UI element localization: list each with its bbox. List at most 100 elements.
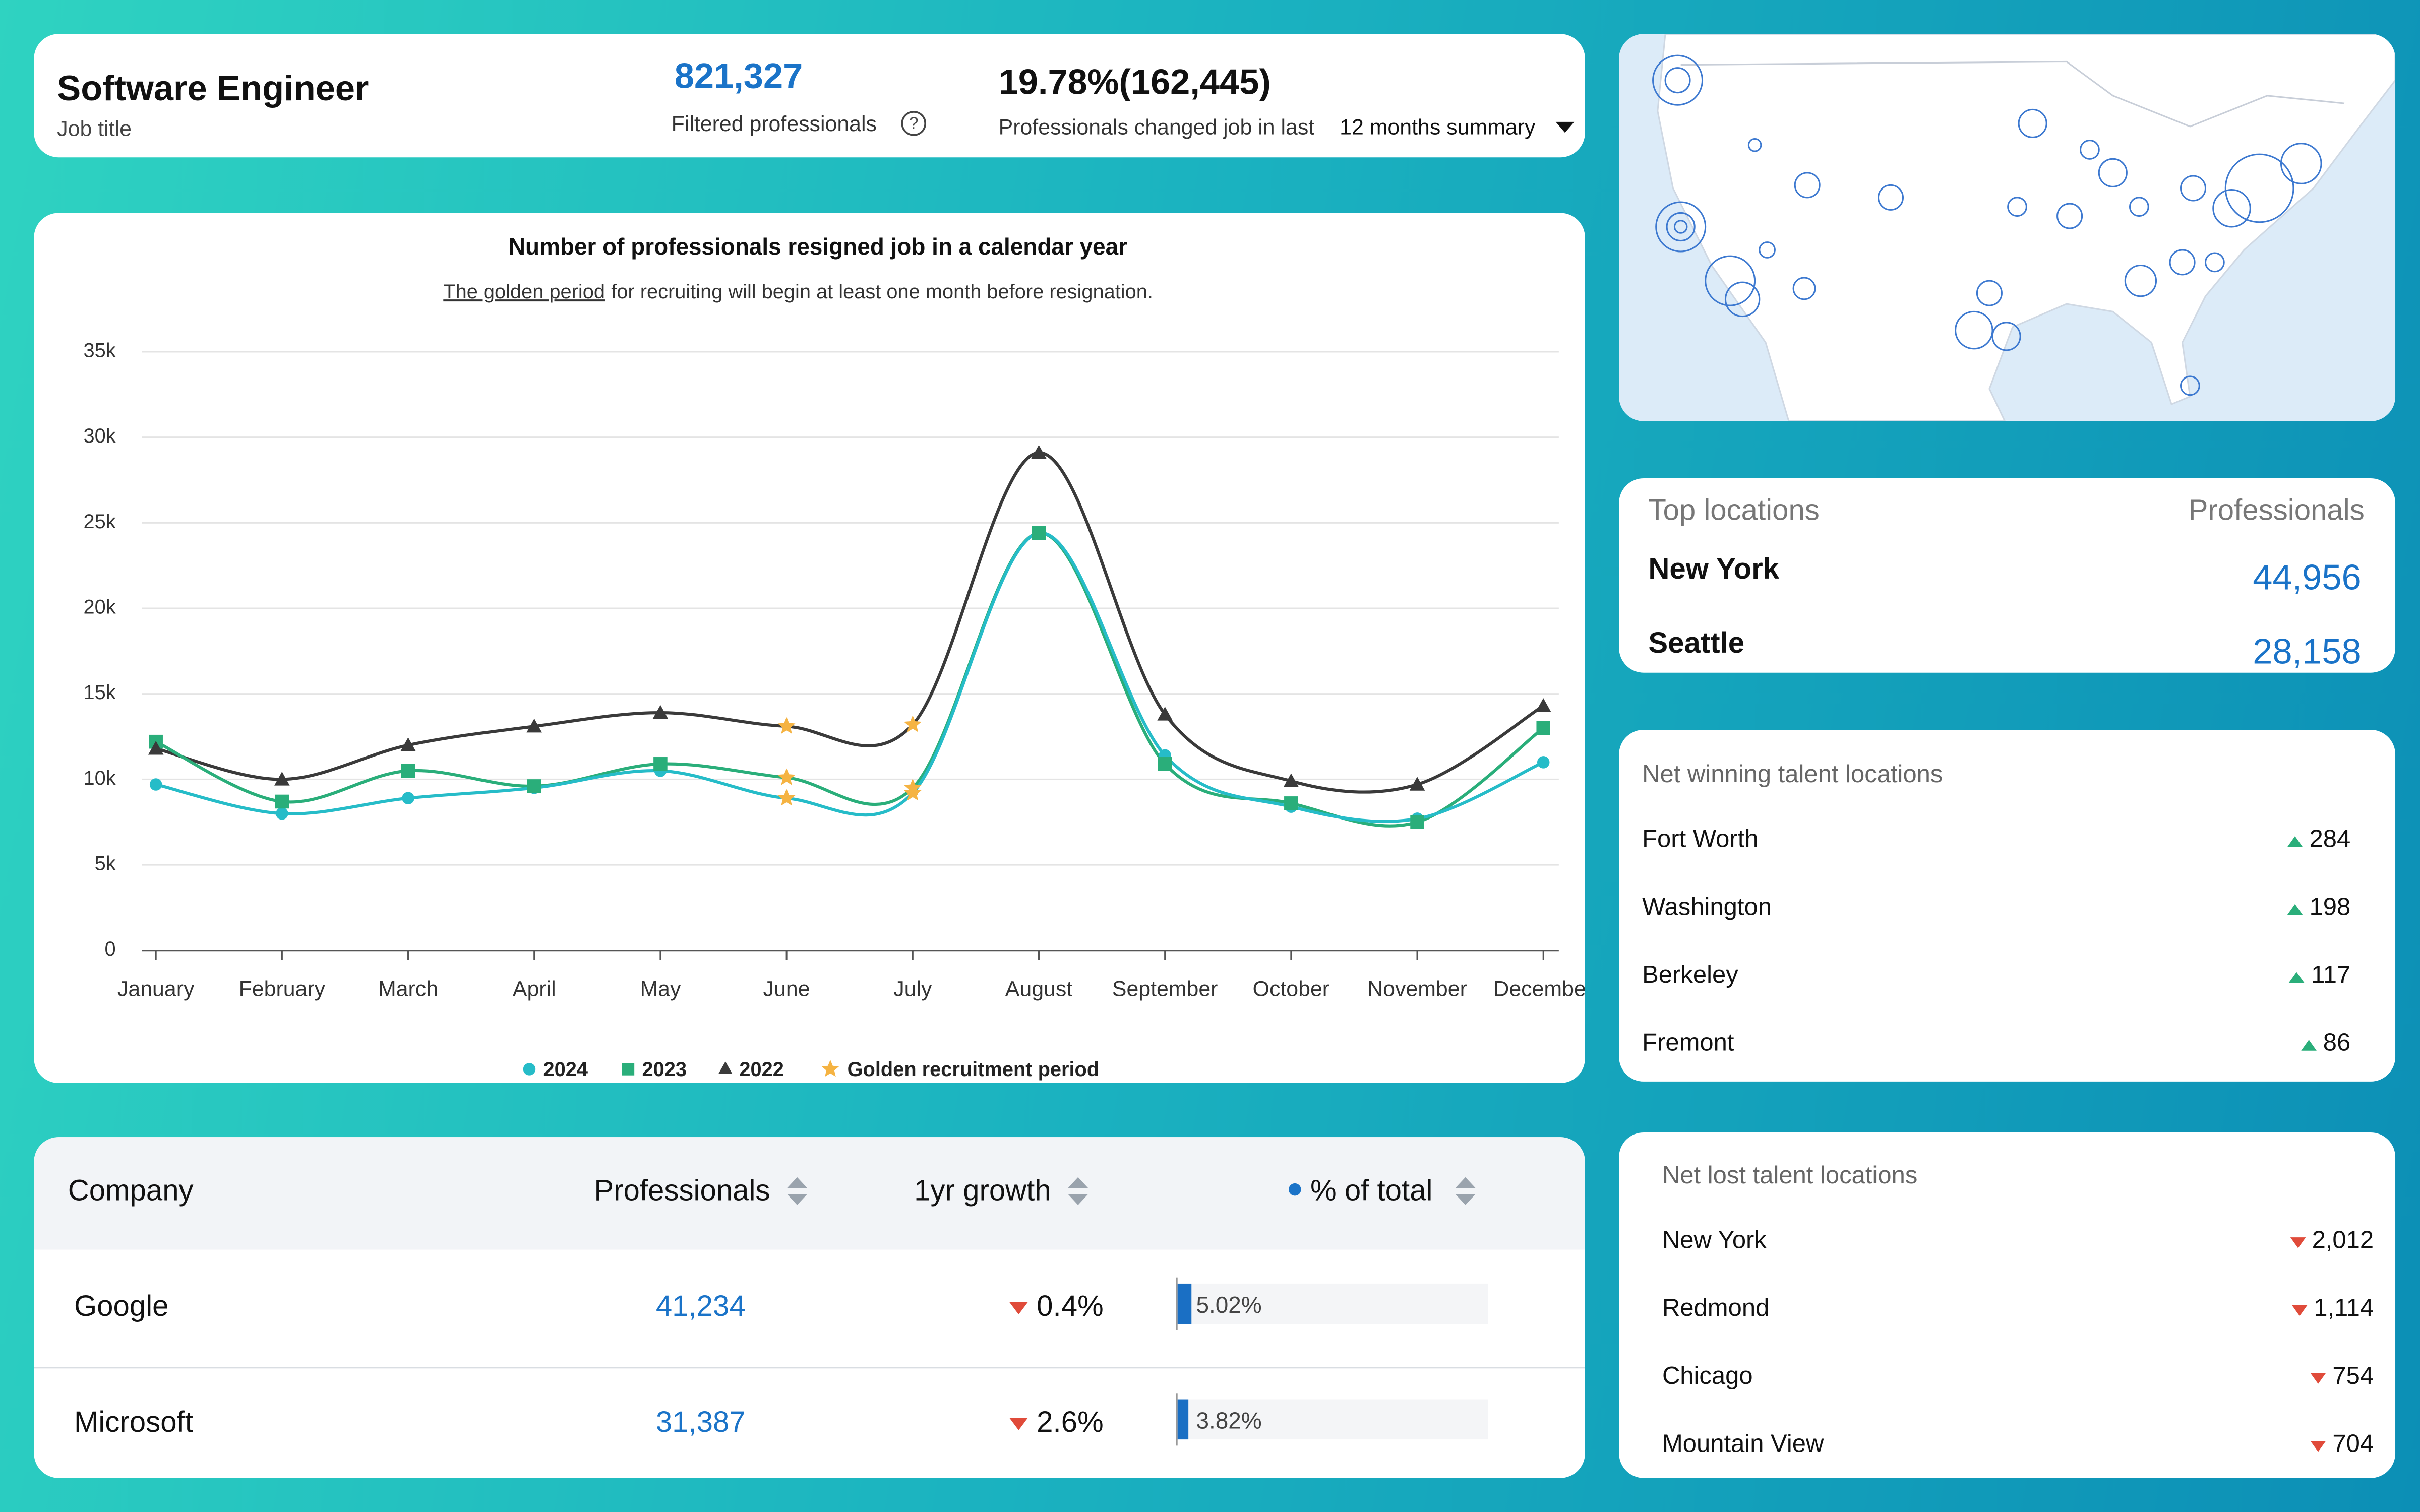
professionals: 31,387	[655, 1407, 746, 1440]
y-tick-label: 5k	[95, 853, 116, 875]
down-arrow-shape	[2290, 1237, 2306, 1248]
point	[1031, 445, 1047, 459]
net-winning-card: Net winning talent locations Fort Worth 2…	[1619, 729, 2396, 1082]
y-tick-label: 10k	[83, 767, 115, 789]
share-bar	[1177, 1283, 1192, 1324]
x-tick-label: September	[1112, 977, 1218, 1001]
legend-label: 2022	[739, 1058, 784, 1081]
column-header: 1yr growth	[914, 1175, 1051, 1208]
down-arrow-shape	[2291, 1305, 2308, 1316]
point	[1536, 721, 1550, 735]
location-name: Fremont	[1642, 1030, 1734, 1057]
location-name: Mountain View	[1662, 1431, 1824, 1458]
point	[527, 779, 541, 793]
point	[526, 718, 542, 733]
golden-star	[903, 715, 922, 732]
location-value: 28,158	[2253, 631, 2362, 671]
legend-dot-shape	[1289, 1183, 1301, 1196]
company-table: Company Professionals 1yr growth % of total…	[34, 1137, 1585, 1478]
company-name: Microsoft	[74, 1407, 193, 1440]
location-name: Redmond	[1662, 1296, 1770, 1322]
golden-star	[777, 717, 796, 734]
point	[149, 778, 162, 791]
y-tick-label: 25k	[83, 511, 115, 533]
down-arrow	[2290, 1237, 2306, 1248]
x-tick-label: December	[1493, 977, 1585, 1001]
top-locations-column: Professionals	[2188, 495, 2365, 528]
professionals: 41,234	[655, 1291, 746, 1324]
svg-text:?: ?	[909, 114, 919, 133]
job-title: Software Engineer	[57, 68, 369, 108]
sort-icon	[787, 1177, 808, 1205]
growth: 0.4%	[1037, 1291, 1104, 1324]
location-name: Washington	[1642, 895, 1772, 921]
up-arrow-shape	[2287, 904, 2303, 915]
location-name: Seattle	[1648, 627, 1745, 661]
up-arrow	[2288, 972, 2305, 983]
share-bar-axis	[1176, 1393, 1178, 1446]
help-icon[interactable]: ?	[900, 109, 928, 137]
up-arrow-shape	[2288, 972, 2305, 983]
share-bar-bg	[1177, 1283, 1488, 1324]
dropdown-arrow[interactable]	[1554, 120, 1576, 136]
column-header: Company	[68, 1175, 194, 1208]
x-tick-label: April	[513, 977, 556, 1001]
y-tick-label: 15k	[83, 681, 115, 704]
down-arrow-shape	[2310, 1373, 2326, 1384]
location-change: 754	[2332, 1364, 2374, 1391]
golden-star	[777, 768, 796, 785]
down-arrow	[1009, 1418, 1028, 1430]
sort-icon	[1455, 1177, 1476, 1205]
subtitle-link[interactable]: The golden period	[443, 281, 605, 303]
growth: 2.6%	[1037, 1407, 1104, 1440]
legend-swatch	[523, 1063, 536, 1076]
top-locations-card: Top locations Professionals New York 44,9…	[1619, 478, 2396, 673]
share-bar-bg	[1177, 1399, 1488, 1440]
up-arrow	[2287, 836, 2303, 847]
down-arrow	[2310, 1441, 2326, 1452]
location-change: 198	[2309, 895, 2351, 921]
location-name: Fort Worth	[1642, 827, 1759, 853]
x-tick-label: November	[1367, 977, 1467, 1001]
x-tick-label: May	[640, 977, 681, 1001]
point	[1157, 707, 1173, 721]
golden-star	[903, 784, 922, 801]
y-tick-label: 30k	[83, 425, 115, 447]
point	[1283, 773, 1299, 787]
top-locations-title: Top locations	[1648, 495, 1820, 528]
x-tick-label: January	[117, 977, 195, 1001]
x-tick-label: August	[1005, 977, 1072, 1001]
location-name: New York	[1648, 553, 1780, 587]
up-arrow	[2287, 904, 2303, 915]
y-tick-label: 35k	[83, 339, 115, 361]
net-lost-card: Net lost talent locations New York 2,012 R…	[1619, 1132, 2396, 1478]
chart: Number of professionals resigned job in …	[83, 233, 1585, 1081]
legend-swatch	[821, 1060, 839, 1077]
sort-icon-shape	[1068, 1177, 1088, 1205]
point	[276, 807, 288, 820]
point	[275, 794, 289, 809]
down-arrow-shape	[1009, 1302, 1028, 1315]
point	[1158, 757, 1172, 771]
map	[1619, 34, 2396, 421]
x-tick-label: July	[893, 977, 932, 1001]
share-bar-axis	[1176, 1277, 1178, 1330]
x-tick-label: June	[763, 977, 810, 1001]
sort-icon-shape	[787, 1177, 808, 1205]
x-tick-label: February	[239, 977, 326, 1001]
header-card: Software Engineer Job title 821,327 Filt…	[34, 34, 1585, 158]
sort-icon	[1068, 1177, 1088, 1205]
point	[402, 792, 414, 804]
up-arrow-shape	[2301, 1040, 2317, 1051]
filtered-label: Filtered professionals	[671, 111, 877, 136]
chart-title: Number of professionals resigned job in …	[509, 233, 1127, 260]
legend-label: 2023	[642, 1058, 687, 1081]
down-arrow	[2310, 1373, 2326, 1384]
period-dropdown[interactable]: 12 months summary	[1340, 114, 1536, 139]
line-series	[155, 531, 1545, 828]
point	[652, 705, 669, 719]
x-tick-label: March	[378, 977, 438, 1001]
row-divider	[34, 1367, 1585, 1369]
legend-dot	[1289, 1183, 1301, 1196]
point	[1284, 796, 1298, 810]
